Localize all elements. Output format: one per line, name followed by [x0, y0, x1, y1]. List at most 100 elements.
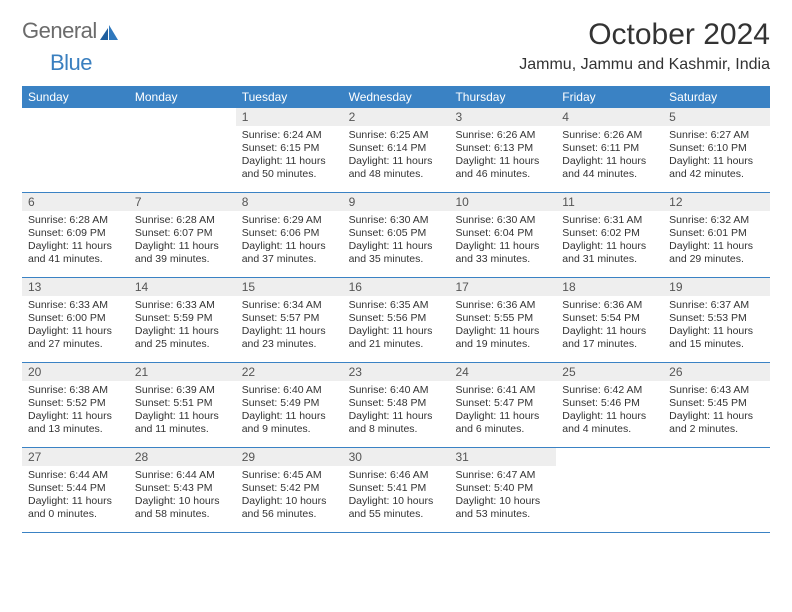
- day-header-thu: Thursday: [449, 86, 556, 108]
- day-content: Sunrise: 6:24 AMSunset: 6:15 PMDaylight:…: [236, 126, 343, 186]
- day-header-sat: Saturday: [663, 86, 770, 108]
- sunset-text: Sunset: 5:47 PM: [455, 397, 550, 410]
- sunrise-text: Sunrise: 6:33 AM: [28, 299, 123, 312]
- daylight-text: Daylight: 10 hours and 58 minutes.: [135, 495, 230, 521]
- daylight-text: Daylight: 11 hours and 50 minutes.: [242, 155, 337, 181]
- day-cell: 24Sunrise: 6:41 AMSunset: 5:47 PMDayligh…: [449, 363, 556, 447]
- sunset-text: Sunset: 5:52 PM: [28, 397, 123, 410]
- day-cell: [129, 108, 236, 192]
- sunset-text: Sunset: 6:06 PM: [242, 227, 337, 240]
- day-cell: 1Sunrise: 6:24 AMSunset: 6:15 PMDaylight…: [236, 108, 343, 192]
- day-number: 21: [129, 363, 236, 381]
- day-content: Sunrise: 6:30 AMSunset: 6:05 PMDaylight:…: [343, 211, 450, 271]
- sunset-text: Sunset: 6:00 PM: [28, 312, 123, 325]
- daylight-text: Daylight: 11 hours and 9 minutes.: [242, 410, 337, 436]
- day-number: 12: [663, 193, 770, 211]
- sunrise-text: Sunrise: 6:42 AM: [562, 384, 657, 397]
- daylight-text: Daylight: 11 hours and 44 minutes.: [562, 155, 657, 181]
- day-cell: 21Sunrise: 6:39 AMSunset: 5:51 PMDayligh…: [129, 363, 236, 447]
- sunrise-text: Sunrise: 6:26 AM: [562, 129, 657, 142]
- day-cell: 19Sunrise: 6:37 AMSunset: 5:53 PMDayligh…: [663, 278, 770, 362]
- daylight-text: Daylight: 11 hours and 42 minutes.: [669, 155, 764, 181]
- sunset-text: Sunset: 5:43 PM: [135, 482, 230, 495]
- daylight-text: Daylight: 11 hours and 13 minutes.: [28, 410, 123, 436]
- daylight-text: Daylight: 11 hours and 33 minutes.: [455, 240, 550, 266]
- sunset-text: Sunset: 5:56 PM: [349, 312, 444, 325]
- day-cell: [22, 108, 129, 192]
- day-content: Sunrise: 6:46 AMSunset: 5:41 PMDaylight:…: [343, 466, 450, 526]
- sunset-text: Sunset: 5:44 PM: [28, 482, 123, 495]
- day-cell: 22Sunrise: 6:40 AMSunset: 5:49 PMDayligh…: [236, 363, 343, 447]
- day-content: Sunrise: 6:40 AMSunset: 5:48 PMDaylight:…: [343, 381, 450, 441]
- day-cell: 30Sunrise: 6:46 AMSunset: 5:41 PMDayligh…: [343, 448, 450, 532]
- day-cell: 14Sunrise: 6:33 AMSunset: 5:59 PMDayligh…: [129, 278, 236, 362]
- sunrise-text: Sunrise: 6:45 AM: [242, 469, 337, 482]
- day-content: Sunrise: 6:30 AMSunset: 6:04 PMDaylight:…: [449, 211, 556, 271]
- daylight-text: Daylight: 11 hours and 11 minutes.: [135, 410, 230, 436]
- sunset-text: Sunset: 5:48 PM: [349, 397, 444, 410]
- daylight-text: Daylight: 11 hours and 0 minutes.: [28, 495, 123, 521]
- day-content: Sunrise: 6:42 AMSunset: 5:46 PMDaylight:…: [556, 381, 663, 441]
- title-block: October 2024 Jammu, Jammu and Kashmir, I…: [519, 18, 770, 74]
- daylight-text: Daylight: 11 hours and 31 minutes.: [562, 240, 657, 266]
- day-cell: 6Sunrise: 6:28 AMSunset: 6:09 PMDaylight…: [22, 193, 129, 277]
- month-title: October 2024: [519, 18, 770, 52]
- day-header-wed: Wednesday: [343, 86, 450, 108]
- sunset-text: Sunset: 6:13 PM: [455, 142, 550, 155]
- daylight-text: Daylight: 11 hours and 4 minutes.: [562, 410, 657, 436]
- day-content: Sunrise: 6:33 AMSunset: 6:00 PMDaylight:…: [22, 296, 129, 356]
- day-cell: 18Sunrise: 6:36 AMSunset: 5:54 PMDayligh…: [556, 278, 663, 362]
- day-header-sun: Sunday: [22, 86, 129, 108]
- brand-logo: General: [22, 18, 121, 44]
- logo-text-general: General: [22, 18, 97, 44]
- sunrise-text: Sunrise: 6:47 AM: [455, 469, 550, 482]
- sunset-text: Sunset: 6:04 PM: [455, 227, 550, 240]
- sunrise-text: Sunrise: 6:36 AM: [455, 299, 550, 312]
- sunset-text: Sunset: 5:53 PM: [669, 312, 764, 325]
- day-cell: 2Sunrise: 6:25 AMSunset: 6:14 PMDaylight…: [343, 108, 450, 192]
- sunrise-text: Sunrise: 6:40 AM: [242, 384, 337, 397]
- day-content: Sunrise: 6:44 AMSunset: 5:43 PMDaylight:…: [129, 466, 236, 526]
- day-cell: 15Sunrise: 6:34 AMSunset: 5:57 PMDayligh…: [236, 278, 343, 362]
- day-content: Sunrise: 6:47 AMSunset: 5:40 PMDaylight:…: [449, 466, 556, 526]
- day-number: 16: [343, 278, 450, 296]
- day-cell: 9Sunrise: 6:30 AMSunset: 6:05 PMDaylight…: [343, 193, 450, 277]
- day-cell: 4Sunrise: 6:26 AMSunset: 6:11 PMDaylight…: [556, 108, 663, 192]
- day-content: Sunrise: 6:40 AMSunset: 5:49 PMDaylight:…: [236, 381, 343, 441]
- day-number: 22: [236, 363, 343, 381]
- day-number: 28: [129, 448, 236, 466]
- daylight-text: Daylight: 11 hours and 48 minutes.: [349, 155, 444, 181]
- sunrise-text: Sunrise: 6:30 AM: [349, 214, 444, 227]
- sunset-text: Sunset: 5:46 PM: [562, 397, 657, 410]
- sunrise-text: Sunrise: 6:33 AM: [135, 299, 230, 312]
- sunrise-text: Sunrise: 6:41 AM: [455, 384, 550, 397]
- daylight-text: Daylight: 11 hours and 8 minutes.: [349, 410, 444, 436]
- day-content: Sunrise: 6:41 AMSunset: 5:47 PMDaylight:…: [449, 381, 556, 441]
- day-cell: 16Sunrise: 6:35 AMSunset: 5:56 PMDayligh…: [343, 278, 450, 362]
- sunset-text: Sunset: 6:07 PM: [135, 227, 230, 240]
- sunrise-text: Sunrise: 6:36 AM: [562, 299, 657, 312]
- day-header-row: Sunday Monday Tuesday Wednesday Thursday…: [22, 86, 770, 108]
- logo-sail-icon: [99, 25, 119, 41]
- day-number: 2: [343, 108, 450, 126]
- day-number: 26: [663, 363, 770, 381]
- day-number: 7: [129, 193, 236, 211]
- day-number: 23: [343, 363, 450, 381]
- daylight-text: Daylight: 11 hours and 23 minutes.: [242, 325, 337, 351]
- day-content: Sunrise: 6:32 AMSunset: 6:01 PMDaylight:…: [663, 211, 770, 271]
- weeks-container: 1Sunrise: 6:24 AMSunset: 6:15 PMDaylight…: [22, 108, 770, 533]
- daylight-text: Daylight: 11 hours and 41 minutes.: [28, 240, 123, 266]
- week-row: 27Sunrise: 6:44 AMSunset: 5:44 PMDayligh…: [22, 448, 770, 533]
- daylight-text: Daylight: 11 hours and 29 minutes.: [669, 240, 764, 266]
- sunrise-text: Sunrise: 6:28 AM: [28, 214, 123, 227]
- sunset-text: Sunset: 6:02 PM: [562, 227, 657, 240]
- sunrise-text: Sunrise: 6:27 AM: [669, 129, 764, 142]
- sunrise-text: Sunrise: 6:37 AM: [669, 299, 764, 312]
- sunset-text: Sunset: 6:01 PM: [669, 227, 764, 240]
- day-cell: 7Sunrise: 6:28 AMSunset: 6:07 PMDaylight…: [129, 193, 236, 277]
- daylight-text: Daylight: 11 hours and 27 minutes.: [28, 325, 123, 351]
- day-content: Sunrise: 6:33 AMSunset: 5:59 PMDaylight:…: [129, 296, 236, 356]
- calendar: Sunday Monday Tuesday Wednesday Thursday…: [22, 86, 770, 533]
- day-content: Sunrise: 6:28 AMSunset: 6:09 PMDaylight:…: [22, 211, 129, 271]
- day-cell: 8Sunrise: 6:29 AMSunset: 6:06 PMDaylight…: [236, 193, 343, 277]
